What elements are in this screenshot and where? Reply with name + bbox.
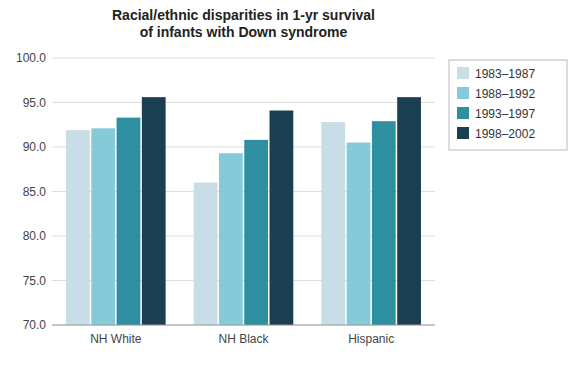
bar — [270, 111, 294, 325]
bar — [142, 97, 166, 325]
legend-label: 1983–1987 — [475, 67, 535, 81]
bar — [117, 118, 141, 325]
bar — [347, 143, 371, 325]
x-tick-label: Hispanic — [348, 332, 394, 346]
bar — [66, 130, 90, 325]
bar — [321, 122, 345, 325]
legend-swatch — [457, 87, 469, 99]
legend-frame — [449, 60, 567, 150]
legend-swatch — [457, 107, 469, 119]
y-tick-label: 75.0 — [23, 274, 47, 288]
bar — [91, 128, 115, 325]
grid-line — [52, 325, 435, 326]
bar — [397, 97, 421, 325]
y-tick-label: 100.0 — [16, 51, 46, 65]
y-tick-label: 95.0 — [23, 96, 47, 110]
x-tick-label: NH Black — [218, 332, 269, 346]
bar — [244, 140, 268, 325]
legend: 1983–1987 1988–1992 1993–1997 1998–2002 — [449, 60, 567, 150]
legend-label: 1993–1997 — [475, 107, 535, 121]
legend-label: 1998–2002 — [475, 127, 535, 141]
grid-line — [52, 58, 435, 59]
y-tick-label: 90.0 — [23, 140, 47, 154]
legend-swatch — [457, 127, 469, 139]
grid-line — [52, 102, 435, 103]
x-tick-label: NH White — [90, 332, 142, 346]
y-tick-label: 70.0 — [23, 318, 47, 332]
legend-label: 1988–1992 — [475, 87, 535, 101]
bar — [194, 183, 218, 325]
bars — [66, 97, 421, 325]
grid — [52, 58, 435, 325]
legend-swatch — [457, 67, 469, 79]
title: Racial/ethnic disparities in 1-yr surviv… — [112, 7, 375, 40]
x-axis-line — [52, 325, 435, 326]
bar — [372, 121, 396, 325]
y-tick-label: 85.0 — [23, 185, 47, 199]
bar — [219, 153, 243, 325]
chart: Racial/ethnic disparities in 1-yr surviv… — [0, 0, 575, 365]
y-tick-label: 80.0 — [23, 229, 47, 243]
